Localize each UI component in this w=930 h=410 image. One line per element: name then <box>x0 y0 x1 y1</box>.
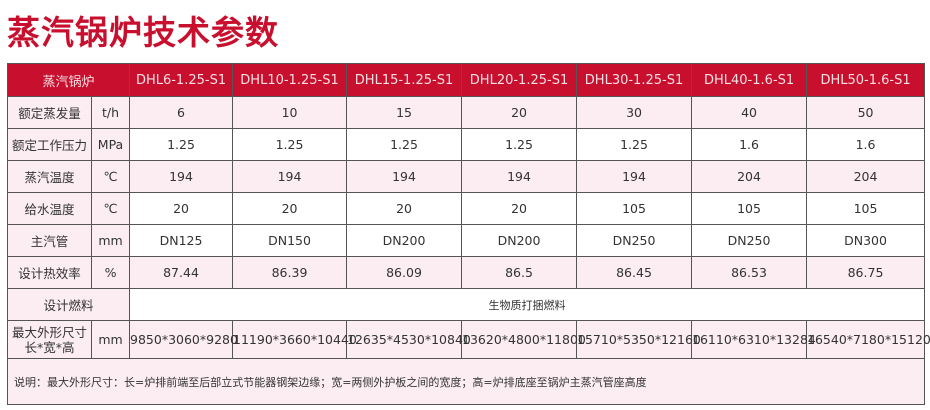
value-cell: 204 <box>691 160 808 193</box>
value-cell: 1.6 <box>691 128 808 161</box>
value-cell: 1.25 <box>346 128 463 161</box>
value-cell: DN250 <box>691 224 808 257</box>
model-header: DHL20-1.25-S1 <box>461 63 578 97</box>
model-header: DHL10-1.25-S1 <box>232 63 348 97</box>
value-cell: 9850*3060*9280 <box>129 320 238 359</box>
row-unit: mm <box>90 320 131 359</box>
label-line: 长*宽*高 <box>24 339 75 355</box>
value-cell: 20 <box>129 192 234 225</box>
value-cell: DN300 <box>806 224 926 257</box>
value-cell: 15710*5350*12160 <box>576 320 701 359</box>
table-row: 设计热效率% 87.44 86.39 86.09 86.5 86.45 86.53 86.75 <box>7 256 926 289</box>
fuel-row: 设计燃料 生物质打捆燃料 <box>6 288 926 321</box>
value-cell: 20 <box>232 192 348 225</box>
header-row: 蒸汽锅炉 DHL6-1.25-S1 DHL10-1.25-S1 DHL15-1.25… <box>6 63 926 97</box>
value-cell: 86.5 <box>461 256 578 289</box>
row-unit: mm <box>90 224 131 257</box>
value-cell: 1.25 <box>461 128 578 161</box>
row-label: 蒸汽温度 <box>7 160 92 193</box>
note-text: 说明：最大外形尺寸：长=炉排前端至后部立式节能器钢架边缘；宽=两侧外护板之间的宽… <box>6 358 926 405</box>
value-cell: 20 <box>461 192 578 225</box>
row-label: 给水温度 <box>7 192 92 225</box>
model-header: DHL40-1.6-S1 <box>691 63 808 97</box>
row-label: 额定蒸发量 <box>7 96 92 129</box>
row-label: 额定工作压力 <box>7 128 92 161</box>
value-cell: 86.53 <box>691 256 808 289</box>
value-cell: 40 <box>691 96 808 129</box>
row-unit: % <box>90 256 131 289</box>
value-cell: 15 <box>346 96 463 129</box>
table-row: 额定工作压力 MPa 1.25 1.25 1.25 1.25 1.25 1.6 1.6 <box>7 128 926 161</box>
value-cell: 194 <box>129 160 234 193</box>
row-unit: t/h <box>90 96 131 129</box>
value-cell: 86.09 <box>346 256 463 289</box>
dimensions-row: 最大外形尺寸 长*宽*高 mm 9850*3060*9280 11190*3660*10… <box>7 320 930 359</box>
value-cell: 10 <box>232 96 348 129</box>
value-cell: 6 <box>129 96 234 129</box>
row-label: 设计燃料 <box>6 288 131 321</box>
value-cell: DN150 <box>232 224 348 257</box>
value-cell: DN200 <box>461 224 578 257</box>
value-cell: 16540*7180*15120 <box>806 320 930 359</box>
value-cell: 194 <box>346 160 463 193</box>
table-row: 蒸汽温度 ℃ 194 194 194 194 194 204 204 <box>7 160 926 193</box>
value-cell: 194 <box>232 160 348 193</box>
row-label: 主汽管 <box>7 224 92 257</box>
value-cell: 1.6 <box>806 128 926 161</box>
model-header: DHL6-1.25-S1 <box>129 63 234 97</box>
value-cell: 12635*4530*10840 <box>346 320 471 359</box>
label-line: 最大外形尺寸 <box>11 324 87 340</box>
value-cell: 105 <box>691 192 808 225</box>
table-row: 主汽管 mm DN125 DN150 DN200 DN200 DN250 DN250 DN300 <box>7 224 926 257</box>
value-cell: 50 <box>806 96 926 129</box>
row-label: 设计热效率 <box>7 256 92 289</box>
page-title: 蒸汽锅炉技术参数 <box>7 13 279 52</box>
value-cell: DN200 <box>346 224 463 257</box>
value-cell: DN250 <box>576 224 693 257</box>
value-cell: 1.25 <box>129 128 234 161</box>
row-unit: MPa <box>90 128 131 161</box>
value-cell: 86.39 <box>232 256 348 289</box>
note-row: 说明：最大外形尺寸：长=炉排前端至后部立式节能器钢架边缘；宽=两侧外护板之间的宽… <box>6 358 926 405</box>
value-cell: 194 <box>576 160 693 193</box>
value-cell: 86.75 <box>806 256 926 289</box>
value-cell: 105 <box>806 192 926 225</box>
value-cell: 1.25 <box>232 128 348 161</box>
row-unit: ℃ <box>90 160 131 193</box>
model-header: DHL50-1.6-S1 <box>806 63 926 97</box>
value-cell: 105 <box>576 192 693 225</box>
model-header: DHL30-1.25-S1 <box>576 63 693 97</box>
table-row: 额定蒸发量 t/h 6 10 15 20 30 40 50 <box>7 96 926 129</box>
row-unit: ℃ <box>90 192 131 225</box>
value-cell: 1.25 <box>576 128 693 161</box>
spec-table: 蒸汽锅炉 DHL6-1.25-S1 DHL10-1.25-S1 DHL15-1.25… <box>6 63 930 405</box>
value-cell: 16110*6310*13284 <box>691 320 816 359</box>
value-cell: 20 <box>461 96 578 129</box>
value-cell: DN125 <box>129 224 234 257</box>
value-cell: 30 <box>576 96 693 129</box>
value-cell: 11190*3660*10440 <box>232 320 357 359</box>
table-row: 给水温度 ℃ 20 20 20 20 105 105 105 <box>7 192 926 225</box>
value-cell: 87.44 <box>129 256 234 289</box>
fuel-value: 生物质打捆燃料 <box>129 288 926 321</box>
model-header: DHL15-1.25-S1 <box>346 63 463 97</box>
value-cell: 204 <box>806 160 926 193</box>
row-label: 最大外形尺寸 长*宽*高 <box>7 320 92 359</box>
header-label: 蒸汽锅炉 <box>6 63 131 97</box>
value-cell: 20 <box>346 192 463 225</box>
value-cell: 13620*4800*11800 <box>461 320 586 359</box>
value-cell: 194 <box>461 160 578 193</box>
value-cell: 86.45 <box>576 256 693 289</box>
